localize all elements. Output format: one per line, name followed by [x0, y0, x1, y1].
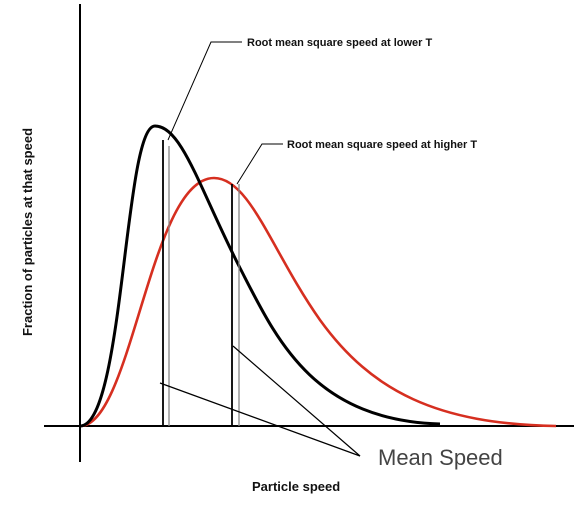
higher-t-curve [79, 176, 557, 428]
y-axis-label: Fraction of particles at that speed [20, 128, 35, 336]
leader-mean-speed-higher [232, 345, 361, 457]
lower-t-curve [79, 124, 441, 428]
leader-rms-lower-t [167, 41, 242, 141]
mean-speed-label: Mean Speed [378, 445, 503, 470]
rms-lower-t-label: Root mean square speed at lower T [247, 37, 432, 49]
rms-higher-t-label: Root mean square speed at higher T [287, 139, 477, 151]
x-axis-label: Particle speed [252, 479, 340, 494]
leader-mean-speed-lower [159, 382, 361, 457]
leader-rms-higher-t [236, 143, 283, 185]
